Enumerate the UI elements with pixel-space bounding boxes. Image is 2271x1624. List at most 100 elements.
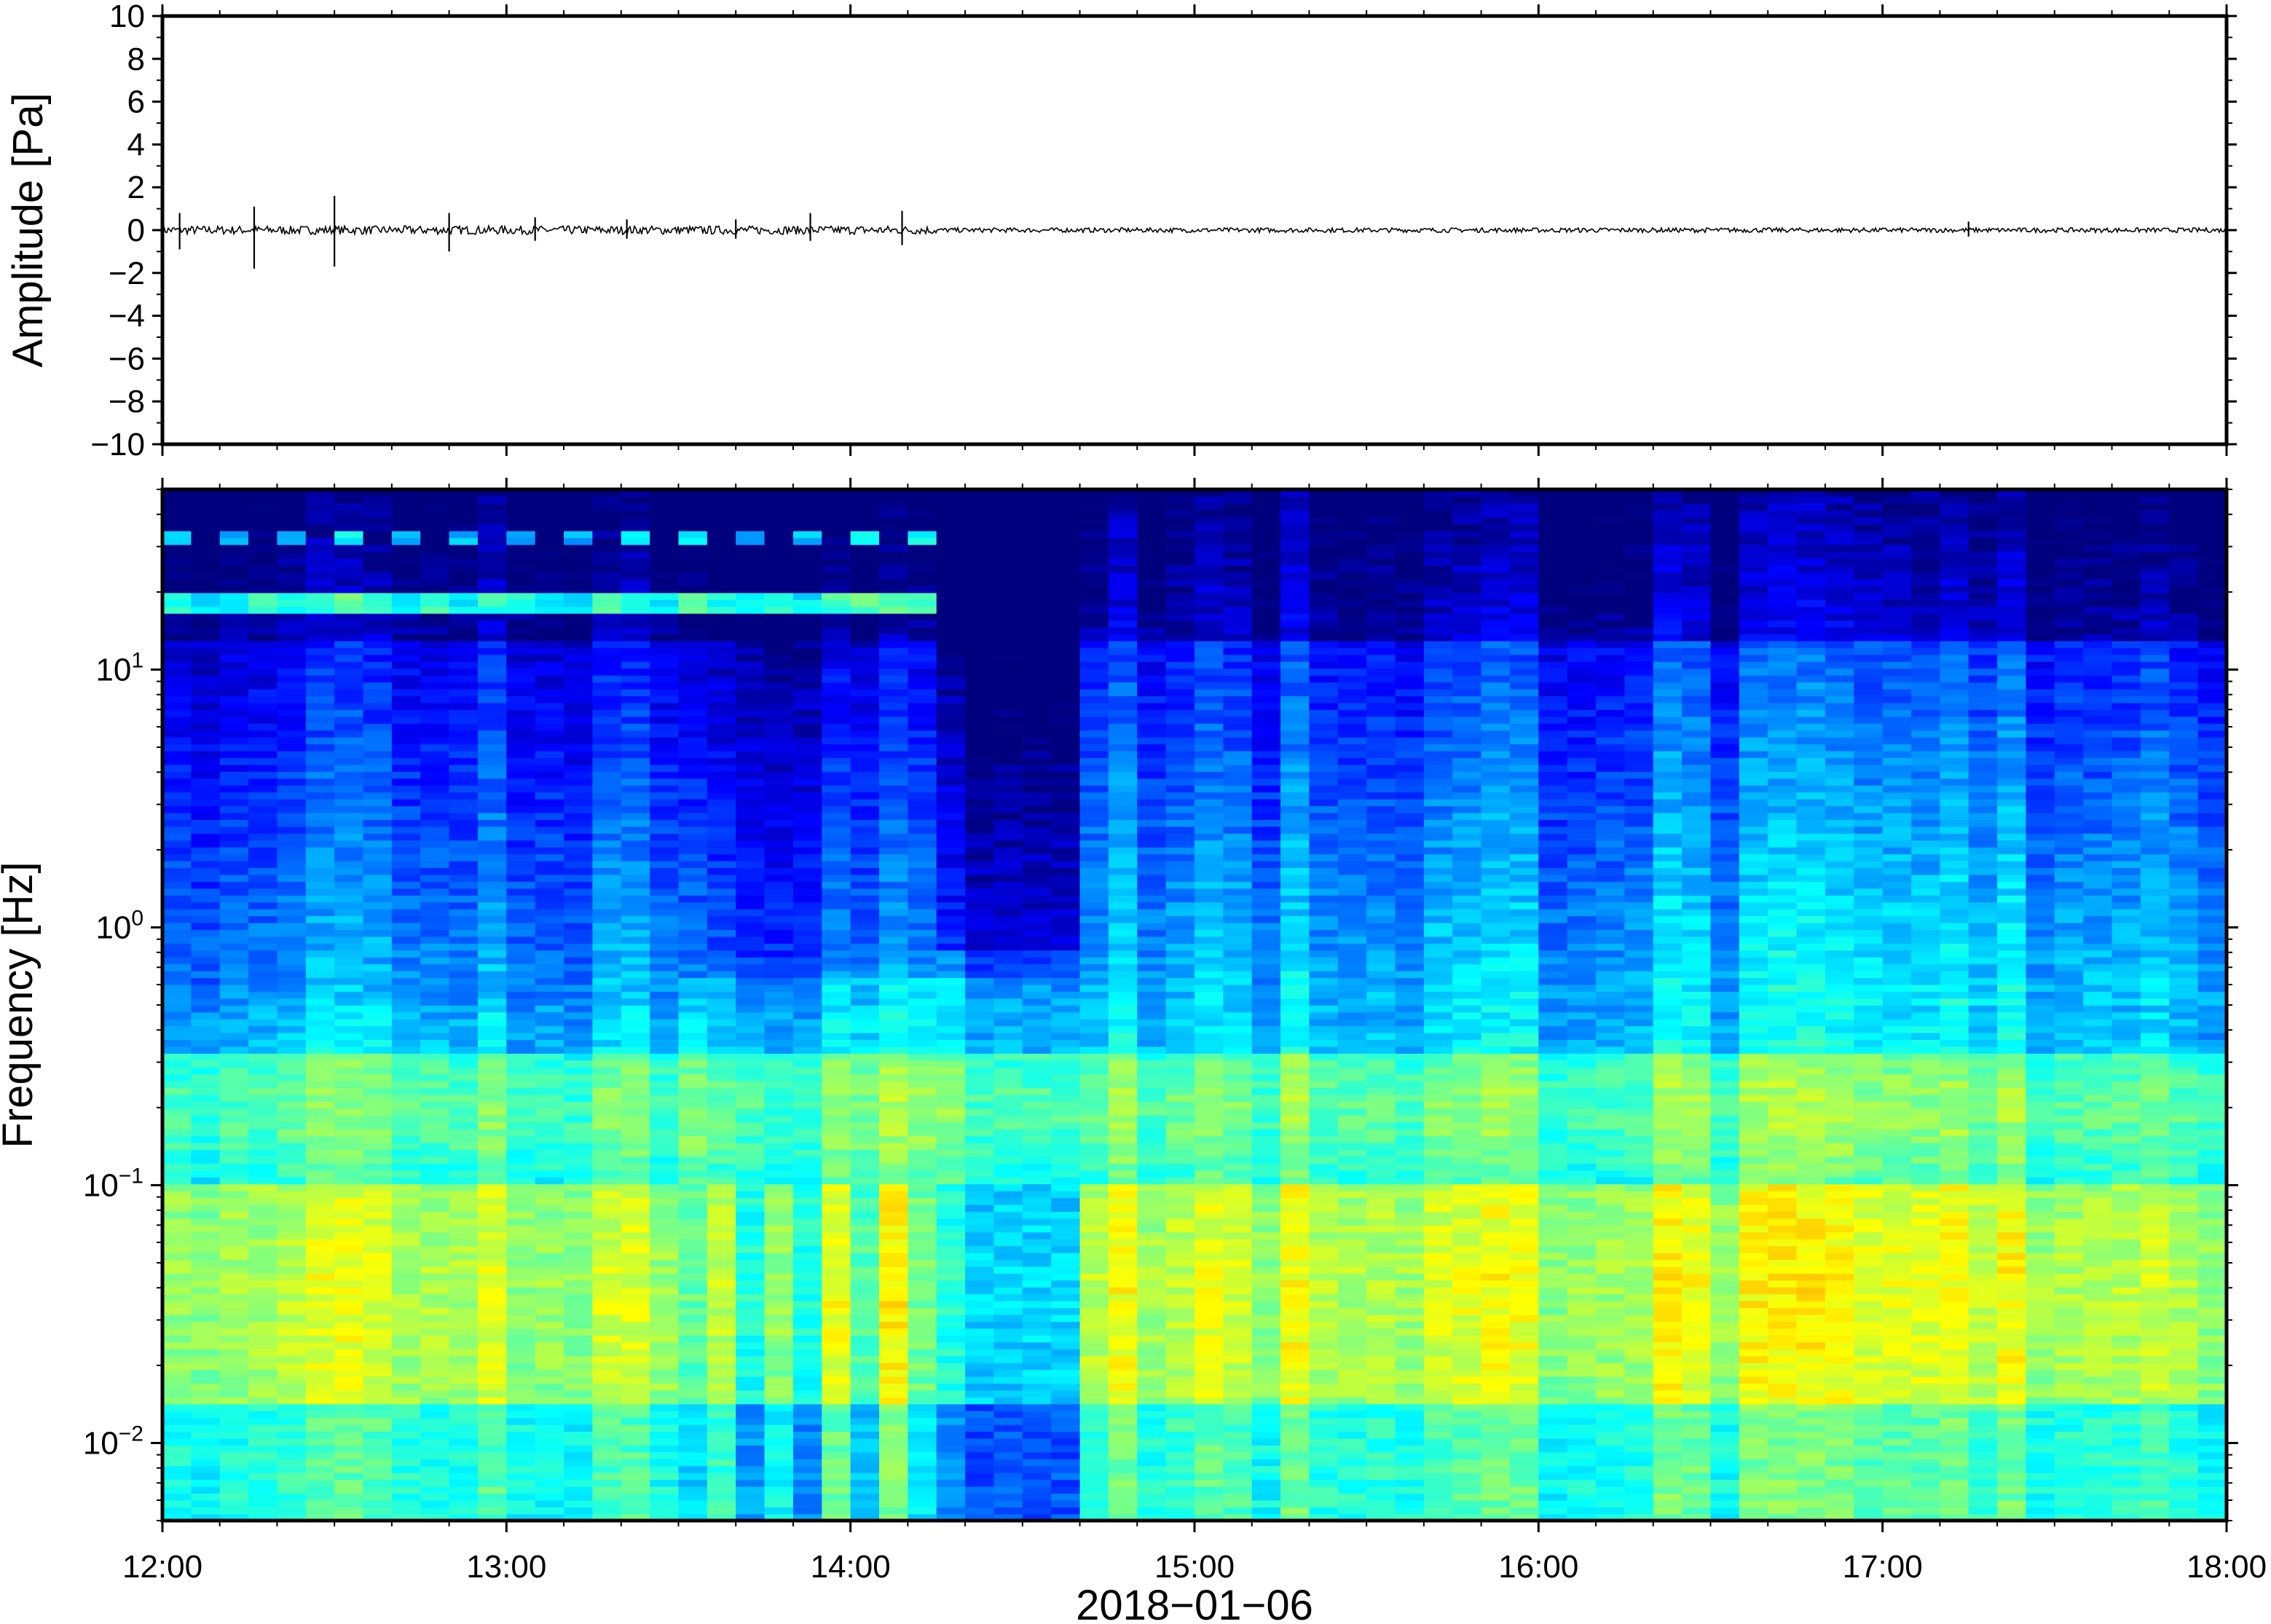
spectrogram-cell xyxy=(792,881,823,889)
spectrogram-cell xyxy=(965,634,995,642)
spectrogram-cell xyxy=(965,1465,995,1473)
spectrogram-cell xyxy=(535,1424,564,1432)
spectrogram-cell xyxy=(1051,1424,1081,1432)
spectrogram-cell xyxy=(736,620,765,628)
spectrogram-cell xyxy=(965,1390,995,1398)
spectrogram-cell xyxy=(305,544,335,552)
spectrogram-cell xyxy=(363,558,393,566)
spectrogram-cell xyxy=(191,1122,221,1130)
spectrogram-cell xyxy=(162,661,192,669)
spectrogram-cell xyxy=(736,922,765,930)
spectrogram-cell xyxy=(248,1335,278,1343)
spectrogram-cell xyxy=(621,1451,650,1459)
spectrogram-cell xyxy=(420,991,450,999)
spectrogram-cell xyxy=(678,1108,708,1116)
spectrogram-cell xyxy=(965,819,995,827)
spectrogram-cell xyxy=(592,929,622,937)
spectrogram-cell xyxy=(334,888,364,896)
spectrogram-cell xyxy=(162,1149,192,1157)
spectrogram-cell xyxy=(792,695,823,703)
spectrogram-cell xyxy=(506,640,536,648)
spectrogram-cell xyxy=(707,1472,737,1481)
spectrogram-cell xyxy=(363,1204,393,1212)
spectrogram-cell xyxy=(965,516,995,524)
spectrogram-cell xyxy=(650,1362,680,1371)
spectrogram-cell xyxy=(792,936,823,944)
spectrogram-cell xyxy=(449,1204,479,1212)
spectrogram-cell xyxy=(908,530,937,538)
spectrogram-cell xyxy=(792,833,823,841)
spectrogram-cell xyxy=(879,984,909,992)
spectrogram-cell xyxy=(506,647,536,655)
spectrogram-cell xyxy=(162,860,192,868)
spectrogram-cell xyxy=(420,722,450,731)
spectrogram-cell xyxy=(219,1190,249,1199)
spectrogram-cell xyxy=(535,1438,564,1446)
spectrogram-cell xyxy=(191,1459,221,1467)
spectrogram-cell xyxy=(334,1479,364,1487)
spectrogram-cell xyxy=(936,647,966,655)
spectrogram-cell xyxy=(1079,1273,1109,1281)
spectrogram-cell xyxy=(592,1507,622,1515)
spectrogram-cell xyxy=(822,998,851,1006)
spectrogram-cell xyxy=(564,902,594,910)
spectrogram-cell xyxy=(420,915,450,923)
spectrogram-cell xyxy=(792,784,823,793)
spectrogram-cell xyxy=(449,929,479,937)
spectrogram-cell xyxy=(879,826,909,834)
spectrogram-cell xyxy=(420,1376,450,1384)
spectrogram-cell xyxy=(449,963,479,971)
spectrogram-cell xyxy=(391,750,422,758)
spectrogram-cell xyxy=(305,854,335,862)
spectrogram-cell xyxy=(162,1039,192,1047)
spectrogram-cell xyxy=(391,1335,422,1343)
spectrogram-cell xyxy=(965,688,995,696)
spectrogram-cell xyxy=(449,496,479,504)
spectrogram-cell xyxy=(420,572,450,580)
spectrogram-cell xyxy=(191,564,221,573)
spectrogram-cell xyxy=(535,606,564,614)
spectrogram-cell xyxy=(1079,1349,1109,1357)
spectrogram-cell xyxy=(965,764,995,772)
spectrogram-cell xyxy=(707,846,737,855)
spectrogram-cell xyxy=(391,702,422,710)
spectrogram-cell xyxy=(936,1204,966,1212)
spectrogram-cell xyxy=(449,1314,479,1323)
spectrogram-cell xyxy=(879,915,909,923)
spectrogram-cell xyxy=(908,1369,937,1377)
spectrogram-cell xyxy=(162,963,192,971)
spectrogram-cell xyxy=(965,558,995,566)
spectrogram-cell xyxy=(650,502,680,511)
spectrogram-cell xyxy=(535,1355,564,1363)
spectrogram-cell xyxy=(936,894,966,903)
spectrogram-cell xyxy=(993,1211,1023,1219)
spectrogram-cell xyxy=(736,695,765,703)
spectrogram-cell xyxy=(506,1177,536,1185)
spectrogram-cell xyxy=(449,1197,479,1205)
spectrogram-cell xyxy=(621,888,650,896)
spectrogram-cell xyxy=(363,1341,393,1349)
spectrogram-cell xyxy=(908,1431,937,1439)
spectrogram-cell xyxy=(592,950,622,958)
spectrogram-cell xyxy=(305,1245,335,1253)
spectrogram-cell xyxy=(477,1307,508,1315)
spectrogram-cell xyxy=(477,1369,508,1377)
spectrogram-cell xyxy=(191,1280,221,1288)
spectrogram-cell xyxy=(420,1073,450,1081)
spectrogram-cell xyxy=(191,1287,221,1295)
spectrogram-cell xyxy=(936,1183,966,1191)
spectrogram-cell xyxy=(936,510,966,518)
spectrogram-cell xyxy=(277,606,307,614)
spectrogram-cell xyxy=(564,695,594,703)
spectrogram-cell xyxy=(506,530,536,538)
spectrogram-cell xyxy=(993,840,1023,848)
spectrogram-cell xyxy=(965,640,995,648)
spectrogram-cell xyxy=(1022,1080,1052,1089)
spectrogram-cell xyxy=(650,620,680,628)
spectrogram-cell xyxy=(592,854,622,862)
spectrogram-cell xyxy=(908,496,937,504)
spectrogram-cell xyxy=(477,551,508,559)
spectrogram-cell xyxy=(162,1005,192,1013)
spectrogram-cell xyxy=(506,1349,536,1357)
spectrogram-cell xyxy=(792,1156,823,1164)
